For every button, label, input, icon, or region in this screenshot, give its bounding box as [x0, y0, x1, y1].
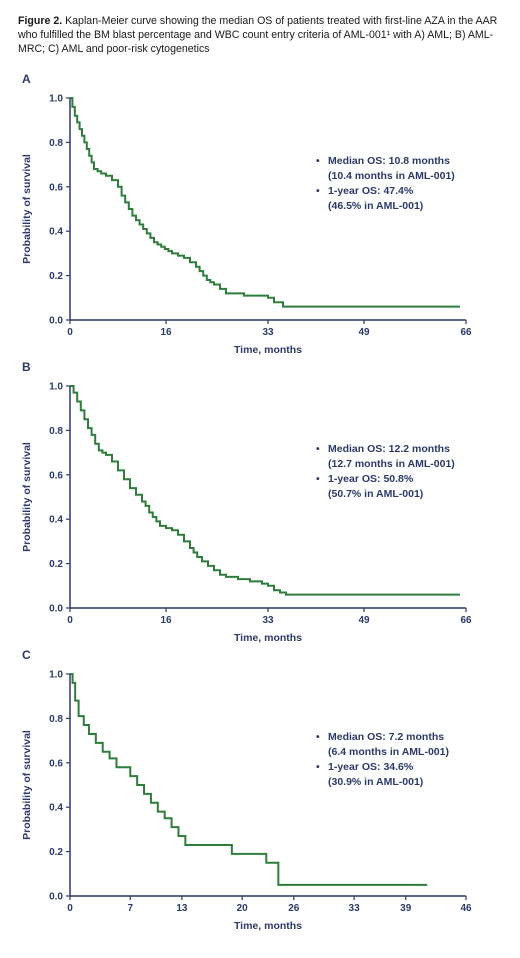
- y-tick-label: 0.4: [49, 227, 63, 238]
- annotation-item: • Median OS: 7.2 months (6.4 months in AML…: [316, 730, 449, 760]
- chart-panel-a: 0.0 0.2 0.4 0.6 0.8 1.0 0 16 33 49 66 Time, months P…: [21, 94, 472, 357]
- y-tick-label: 0.4: [49, 515, 63, 526]
- y-axis-label: Probability of survival: [21, 442, 33, 552]
- panel-a-letter: A: [22, 72, 31, 86]
- x-tick-label: 39: [400, 903, 412, 914]
- y-tick-label: 0.0: [49, 316, 63, 327]
- figure-caption: Figure 2. Kaplan-Meier curve showing the…: [18, 14, 508, 56]
- bullet-icon: •: [316, 185, 320, 197]
- bullet-icon: •: [316, 443, 320, 455]
- annotation-item: • 1-year OS: 50.8% (50.7% in AML-001): [316, 472, 455, 502]
- y-axis-label: Probability of survival: [21, 154, 33, 264]
- x-tick-label: 16: [160, 327, 172, 338]
- annotation-line: (50.7% in AML-001): [328, 488, 424, 500]
- x-tick-label: 20: [237, 903, 249, 914]
- annotation-line: (6.4 months in AML-001): [328, 746, 449, 758]
- y-tick-label: 0.4: [49, 803, 63, 814]
- x-tick-label: 13: [176, 903, 188, 914]
- bullet-icon: •: [316, 731, 320, 743]
- annotation-line: (46.5% in AML-001): [328, 200, 424, 212]
- panel-c-letter: C: [22, 648, 31, 662]
- caption-bold: Figure 2.: [18, 15, 63, 27]
- survival-curve: [70, 385, 460, 596]
- chart-panel-b: 0.0 0.2 0.4 0.6 0.8 1.0 0 16 33 49 66 Time, months P…: [21, 382, 472, 645]
- annotation-line: (12.7 months in AML-001): [328, 458, 455, 470]
- panel-b-annotations: • Median OS: 12.2 months (12.7 months in A…: [316, 442, 455, 502]
- x-tick-label: 49: [358, 327, 370, 338]
- y-tick-label: 0.2: [49, 559, 63, 570]
- x-axis-label: Time, months: [234, 344, 302, 356]
- panel-a-annotations: • Median OS: 10.8 months (10.4 months in A…: [316, 154, 455, 214]
- annotation-item: • 1-year OS: 47.4% (46.5% in AML-001): [316, 184, 455, 214]
- annotation-line: 1-year OS: 50.8%: [328, 473, 414, 485]
- y-tick-label: 0.8: [49, 426, 63, 437]
- annotation-line: Median OS: 10.8 months: [328, 155, 450, 167]
- annotation-line: 1-year OS: 47.4%: [328, 185, 414, 197]
- y-tick-label: 0.2: [49, 271, 63, 282]
- x-tick-label: 0: [67, 327, 73, 338]
- x-tick-label: 33: [262, 615, 274, 626]
- y-tick-label: 0.6: [49, 182, 63, 193]
- y-tick-label: 1.0: [49, 94, 63, 105]
- bullet-icon: •: [316, 761, 320, 773]
- x-tick-label: 46: [460, 903, 472, 914]
- y-axis-label: Probability of survival: [21, 730, 33, 840]
- panel-b-letter: B: [22, 360, 31, 374]
- y-tick-label: 0.0: [49, 604, 63, 615]
- panel-c-annotations: • Median OS: 7.2 months (6.4 months in AML…: [316, 730, 449, 790]
- y-tick-label: 0.2: [49, 847, 63, 858]
- annotation-line: 1-year OS: 34.6%: [328, 761, 414, 773]
- survival-curve: [70, 673, 428, 886]
- x-tick-label: 7: [127, 903, 133, 914]
- x-axis-label: Time, months: [234, 920, 302, 932]
- y-tick-label: 0.8: [49, 714, 63, 725]
- annotation-item: • 1-year OS: 34.6% (30.9% in AML-001): [316, 760, 449, 790]
- x-tick-label: 0: [67, 615, 73, 626]
- x-tick-label: 66: [460, 615, 472, 626]
- y-tick-label: 0.6: [49, 758, 63, 769]
- y-tick-label: 1.0: [49, 670, 63, 681]
- x-tick-label: 16: [160, 615, 172, 626]
- caption-text: Kaplan-Meier curve showing the median OS…: [18, 15, 498, 55]
- annotation-item: • Median OS: 10.8 months (10.4 months in A…: [316, 154, 455, 184]
- annotation-line: (30.9% in AML-001): [328, 776, 424, 788]
- annotation-line: Median OS: 12.2 months: [328, 443, 450, 455]
- annotation-line: (10.4 months in AML-001): [328, 170, 455, 182]
- x-axis-label: Time, months: [234, 632, 302, 644]
- bullet-icon: •: [316, 473, 320, 485]
- annotation-item: • Median OS: 12.2 months (12.7 months in A…: [316, 442, 455, 472]
- x-tick-label: 66: [460, 327, 472, 338]
- y-tick-label: 0.8: [49, 138, 63, 149]
- y-tick-label: 0.6: [49, 470, 63, 481]
- x-tick-label: 33: [262, 327, 274, 338]
- y-tick-label: 1.0: [49, 382, 63, 393]
- survival-curve: [70, 97, 460, 308]
- annotation-line: Median OS: 7.2 months: [328, 731, 445, 743]
- x-tick-label: 33: [349, 903, 361, 914]
- x-tick-label: 0: [67, 903, 73, 914]
- x-tick-label: 49: [358, 615, 370, 626]
- bullet-icon: •: [316, 155, 320, 167]
- chart-panel-c: 0.0 0.2 0.4 0.6 0.8 1.0 0 7 13 20 26 33 39 46 Time, mo…: [21, 670, 472, 933]
- y-tick-label: 0.0: [49, 892, 63, 903]
- x-tick-label: 26: [288, 903, 300, 914]
